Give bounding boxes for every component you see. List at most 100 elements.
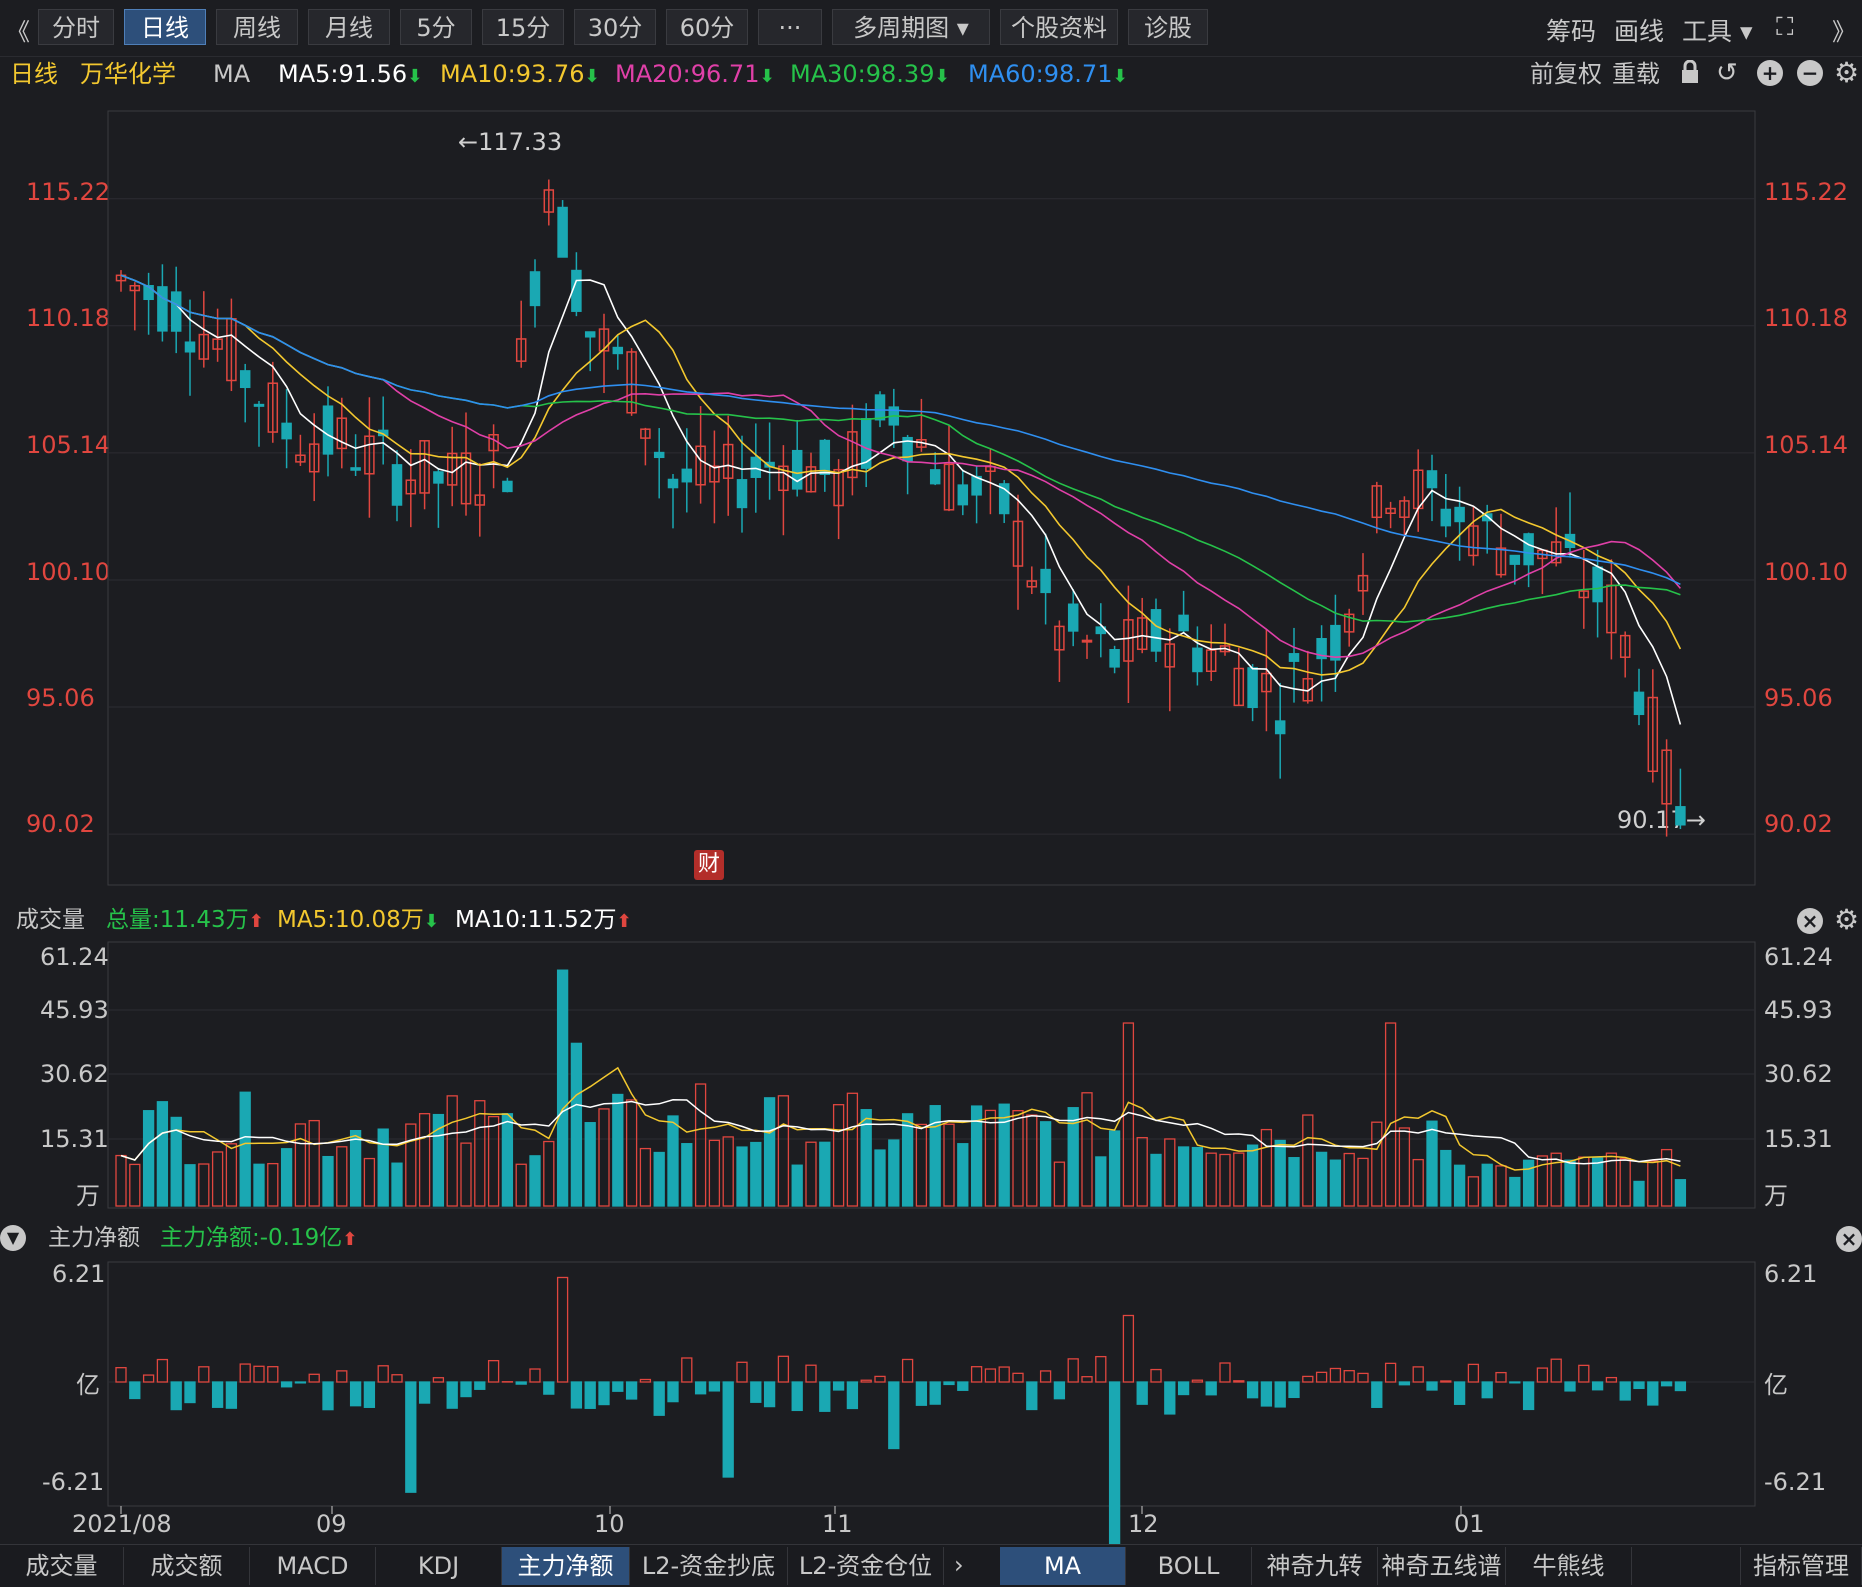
netflow-bar xyxy=(1317,1372,1327,1382)
volume-bar xyxy=(282,1149,292,1206)
netflow-bar xyxy=(696,1382,706,1394)
candle-body xyxy=(1428,471,1437,488)
netflow-bar xyxy=(1096,1357,1106,1382)
netflow-bar xyxy=(1441,1381,1451,1382)
volume-bar xyxy=(254,1164,264,1206)
netflow-bar xyxy=(433,1378,443,1382)
volume-bar xyxy=(1220,1154,1230,1206)
netflow-bar xyxy=(1386,1363,1396,1382)
netflow-bar xyxy=(1192,1380,1202,1382)
volume-bar xyxy=(765,1098,775,1206)
volume-bar xyxy=(1634,1181,1644,1206)
volume-bar xyxy=(820,1142,830,1206)
volume-bar xyxy=(1192,1148,1202,1206)
candle-body xyxy=(1110,650,1119,667)
more-tabs-arrow-icon[interactable]: › xyxy=(954,1551,964,1579)
volume-bar xyxy=(1110,1131,1120,1206)
netflow-bar xyxy=(1648,1382,1658,1405)
netflow-bar xyxy=(1606,1378,1616,1382)
candle-body xyxy=(793,451,802,489)
volume-bar xyxy=(1289,1158,1299,1206)
candle-body xyxy=(1152,610,1161,651)
netflow-bar xyxy=(1413,1367,1423,1382)
volume-bar xyxy=(116,1156,126,1206)
volume-bar xyxy=(585,1123,595,1206)
netflow-bar xyxy=(475,1382,485,1389)
volume-bar xyxy=(1675,1180,1685,1206)
netflow-bar xyxy=(1455,1382,1465,1404)
volume-bar xyxy=(1441,1151,1451,1206)
volume-bar xyxy=(226,1144,236,1206)
volume-bar xyxy=(999,1104,1009,1206)
volume-bar xyxy=(1330,1160,1340,1206)
volume-bar xyxy=(1620,1159,1630,1206)
ma60-line xyxy=(121,275,1680,584)
volume-bar xyxy=(406,1124,416,1206)
netflow-bar xyxy=(958,1382,968,1390)
bottom-tab-right-1[interactable]: BOLL xyxy=(1126,1547,1252,1585)
volume-bar xyxy=(1303,1115,1313,1206)
netflow-bar xyxy=(668,1382,678,1402)
volume-bar xyxy=(351,1131,361,1206)
volume-bar xyxy=(199,1164,209,1206)
candle-body xyxy=(1524,534,1533,565)
netflow-bar xyxy=(737,1362,747,1382)
netflow-bar xyxy=(875,1376,885,1382)
netflow-bar xyxy=(364,1382,374,1407)
bottom-tab-left-2[interactable]: MACD xyxy=(250,1547,376,1585)
netflow-bar xyxy=(723,1382,733,1477)
bottom-tab-left-4[interactable]: 主力净额 xyxy=(502,1547,630,1585)
stock-chart[interactable] xyxy=(0,0,1862,1544)
netflow-bar xyxy=(392,1375,402,1382)
volume-bar xyxy=(544,1142,554,1206)
netflow-bar xyxy=(1013,1373,1023,1382)
candle-body xyxy=(172,292,181,331)
netflow-bar xyxy=(378,1366,388,1382)
volume-bar xyxy=(1496,1166,1506,1206)
candle-body xyxy=(186,342,195,352)
bottom-tab-left-1[interactable]: 成交额 xyxy=(124,1547,250,1585)
volume-bar xyxy=(530,1156,540,1206)
netflow-bar xyxy=(1675,1382,1685,1391)
bottom-tab-right-0[interactable]: MA xyxy=(1000,1547,1126,1585)
netflow-bar xyxy=(654,1382,664,1415)
netflow-bar xyxy=(972,1367,982,1382)
candle-body xyxy=(324,406,333,454)
volume-bar xyxy=(1344,1154,1354,1206)
volume-bar xyxy=(157,1102,167,1206)
bottom-tab-left-5[interactable]: L2-资金抄底 xyxy=(630,1547,788,1585)
netflow-bar xyxy=(268,1367,278,1382)
indicator-manage-button[interactable]: 指标管理 xyxy=(1740,1547,1862,1585)
netflow-bar xyxy=(999,1367,1009,1382)
netflow-bar xyxy=(571,1382,581,1408)
volume-bar xyxy=(1261,1130,1271,1206)
bottom-tab-right-2[interactable]: 神奇九转 xyxy=(1252,1547,1378,1585)
candle-body xyxy=(820,441,829,475)
candle-body xyxy=(503,481,512,491)
netflow-bar xyxy=(1206,1382,1216,1395)
bottom-tab-right-4[interactable]: 牛熊线 xyxy=(1506,1547,1632,1585)
bottom-tab-left-3[interactable]: KDJ xyxy=(376,1547,502,1585)
netflow-bar xyxy=(406,1382,416,1492)
volume-bar xyxy=(806,1142,816,1206)
volume-bar xyxy=(447,1096,457,1206)
volume-bar xyxy=(1206,1153,1216,1206)
netflow-bar xyxy=(226,1382,236,1408)
netflow-bar xyxy=(765,1382,775,1407)
bottom-tab-left-0[interactable]: 成交量 xyxy=(0,1547,124,1585)
volume-bar xyxy=(723,1137,733,1206)
netflow-bar xyxy=(985,1369,995,1382)
netflow-bar xyxy=(1082,1377,1092,1382)
volume-bar xyxy=(1413,1160,1423,1206)
volume-bar xyxy=(1179,1147,1189,1206)
volume-bar xyxy=(1482,1164,1492,1206)
netflow-bar xyxy=(847,1382,857,1408)
volume-bar xyxy=(1013,1111,1023,1206)
netflow-bar xyxy=(613,1382,623,1391)
candle-body xyxy=(1083,640,1092,642)
candle-body xyxy=(958,485,967,504)
netflow-bar xyxy=(1303,1376,1313,1382)
volume-bar xyxy=(1648,1161,1658,1206)
bottom-tab-left-6[interactable]: L2-资金仓位 xyxy=(788,1547,944,1585)
bottom-tab-right-3[interactable]: 神奇五线谱 xyxy=(1378,1547,1506,1585)
